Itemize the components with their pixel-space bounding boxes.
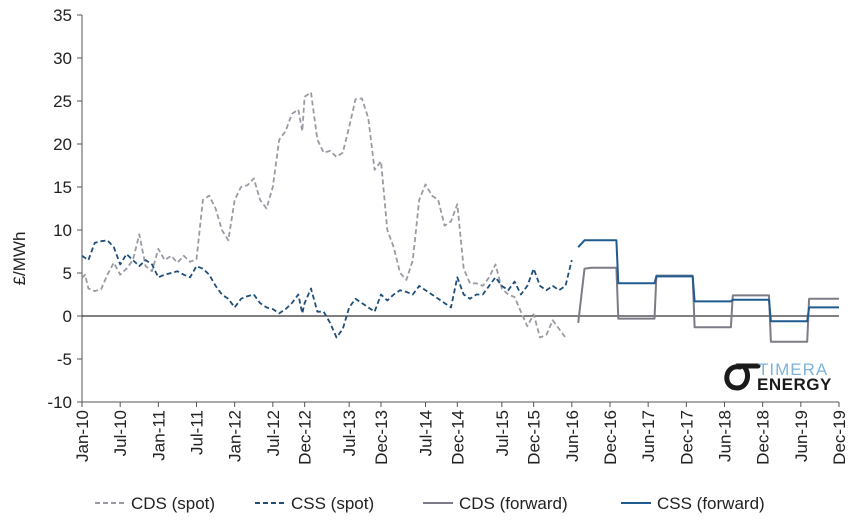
x-tick-label: Jul-10 (111, 410, 130, 456)
x-tick-label: Jul-12 (264, 410, 283, 456)
series-layer (81, 91, 839, 343)
x-tick-label: Dec-12 (296, 410, 315, 465)
x-tick-label: Dec-19 (830, 410, 849, 465)
legend-label-2: CSS (spot) (291, 494, 374, 513)
x-tick-label: Jul-15 (493, 410, 512, 456)
series-line-4 (577, 239, 839, 323)
y-tick-label: 0 (63, 307, 72, 326)
y-tick-label: -5 (57, 350, 72, 369)
y-tick-label: 30 (53, 49, 72, 68)
y-tick-label: 35 (53, 6, 72, 25)
y-tick-label: -10 (47, 393, 72, 412)
x-tick-label: Dec-13 (372, 410, 391, 465)
x-tick-label: Jul-11 (188, 410, 207, 455)
series-line-2 (81, 239, 573, 339)
logo-sigma-icon (724, 363, 761, 391)
x-tick-label: Dec-18 (754, 410, 773, 465)
y-tick-label: 10 (53, 221, 72, 240)
y-tick-label: 15 (53, 178, 72, 197)
logo-text-energy: ENERGY (757, 375, 832, 394)
logo-text-timera: TIMERA (758, 360, 828, 379)
x-tick-label: Jan-10 (73, 410, 92, 462)
x-tick-label: Jun-16 (563, 410, 582, 462)
legend-label-1: CDS (spot) (131, 494, 215, 513)
y-tick-label: 5 (63, 264, 72, 283)
axes: -10 -5 0 5 10 15 20 25 30 35 £/MWh Jan-10 Jul-10 Jan-… (10, 6, 849, 465)
legend-label-4: CSS (forward) (657, 494, 765, 513)
x-tick-label: Dec-14 (448, 410, 467, 465)
y-tick-label: 25 (53, 92, 72, 111)
x-tick-label: Jun-18 (715, 410, 734, 462)
legend: CDS (spot) CSS (spot) CDS (forward) CSS (fo… (95, 494, 765, 513)
x-tick-label: Dec-17 (677, 410, 696, 465)
series-line-3 (577, 266, 839, 343)
x-tick-label: Jan-11 (149, 410, 168, 461)
x-tick-label: Jun-19 (792, 410, 811, 462)
x-tick-label: Jul-14 (417, 410, 436, 456)
x-tick-label: Jun-17 (639, 410, 658, 462)
y-axis-title: £/MWh (10, 232, 29, 286)
x-tick-label: Jan-12 (226, 410, 245, 462)
x-tick-label: Dec-15 (525, 410, 544, 465)
y-tick-label: 20 (53, 135, 72, 154)
x-tick-label: Dec-16 (601, 410, 620, 465)
series-line-1 (81, 91, 567, 339)
timera-energy-logo: TIMERA ENERGY (724, 360, 832, 394)
legend-label-3: CDS (forward) (459, 494, 568, 513)
x-tick-label: Jul-13 (340, 410, 359, 456)
